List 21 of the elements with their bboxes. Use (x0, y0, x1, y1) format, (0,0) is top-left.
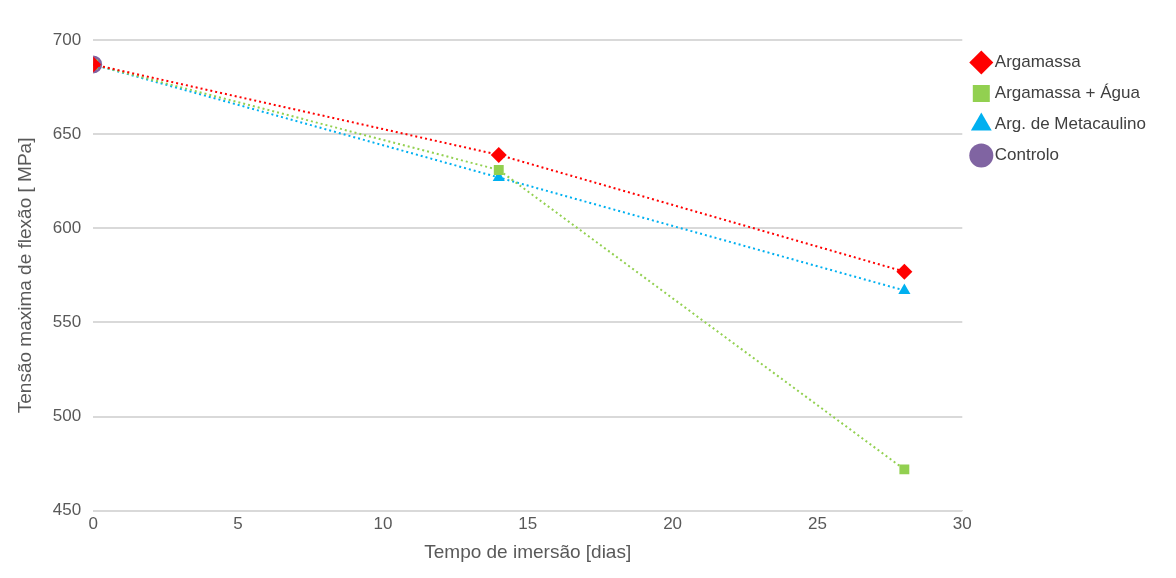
x-tick-label: 15 (518, 513, 538, 533)
legend-label: Arg. de Metacaulino (994, 114, 1146, 134)
point (896, 263, 913, 280)
x-tick-label: 0 (88, 513, 98, 533)
legend-label: Argamassa (994, 52, 1082, 72)
legend-label: Controlo (994, 145, 1060, 165)
x-tick-label: 5 (233, 513, 243, 533)
y-tick-label: 550 (52, 312, 82, 332)
point (899, 464, 910, 475)
y-tick-label: 450 (52, 500, 82, 520)
y-axis-title: Tensão maxima de flexão [ MPa] (13, 137, 35, 414)
y-tick-label: 600 (52, 218, 82, 238)
legend-label: Argamassa + Água (994, 83, 1141, 103)
x-tick-label: 30 (952, 513, 972, 533)
x-tick-label: 25 (807, 513, 827, 533)
x-tick-label: 10 (373, 513, 393, 533)
x-axis-title: Tempo de imersão [dias] (424, 540, 632, 562)
y-tick-label: 700 (52, 29, 82, 49)
y-tick-label: 500 (52, 406, 82, 426)
x-tick-label: 20 (663, 513, 683, 533)
y-tick-label: 650 (52, 123, 82, 143)
